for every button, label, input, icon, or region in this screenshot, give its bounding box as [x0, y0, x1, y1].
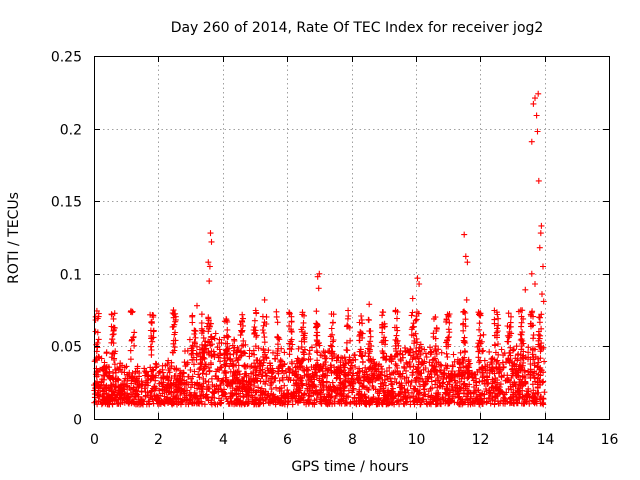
- x-tick-label: 10: [408, 432, 426, 448]
- y-axis-label: ROTI / TECUs: [6, 192, 22, 284]
- y-tick-label: 0: [73, 413, 82, 429]
- x-tick-label: 4: [219, 432, 228, 448]
- chart-title: Day 260 of 2014, Rate Of TEC Index for r…: [171, 20, 544, 36]
- roti-scatter-markers: [91, 90, 548, 408]
- y-tick-label: 0.1: [60, 268, 82, 284]
- x-tick-label: 16: [601, 432, 619, 448]
- y-tick-label: 0.15: [51, 195, 82, 211]
- x-tick-label: 14: [537, 432, 555, 448]
- axis-ticks: 0 2 4 6 8 10 12 14 16 0 0.05 0.1 0.15 0.2 0.25: [51, 50, 619, 449]
- y-tick-label: 0.2: [60, 123, 82, 139]
- y-tick-label: 0.05: [51, 340, 82, 356]
- x-tick-label: 2: [154, 432, 163, 448]
- x-tick-label: 0: [90, 432, 99, 448]
- x-tick-label: 6: [283, 432, 292, 448]
- data-points: [91, 90, 548, 408]
- x-axis-label: GPS time / hours: [291, 459, 408, 475]
- y-tick-label: 0.25: [51, 50, 82, 66]
- x-tick-label: 8: [348, 432, 357, 448]
- x-tick-label: 12: [472, 432, 490, 448]
